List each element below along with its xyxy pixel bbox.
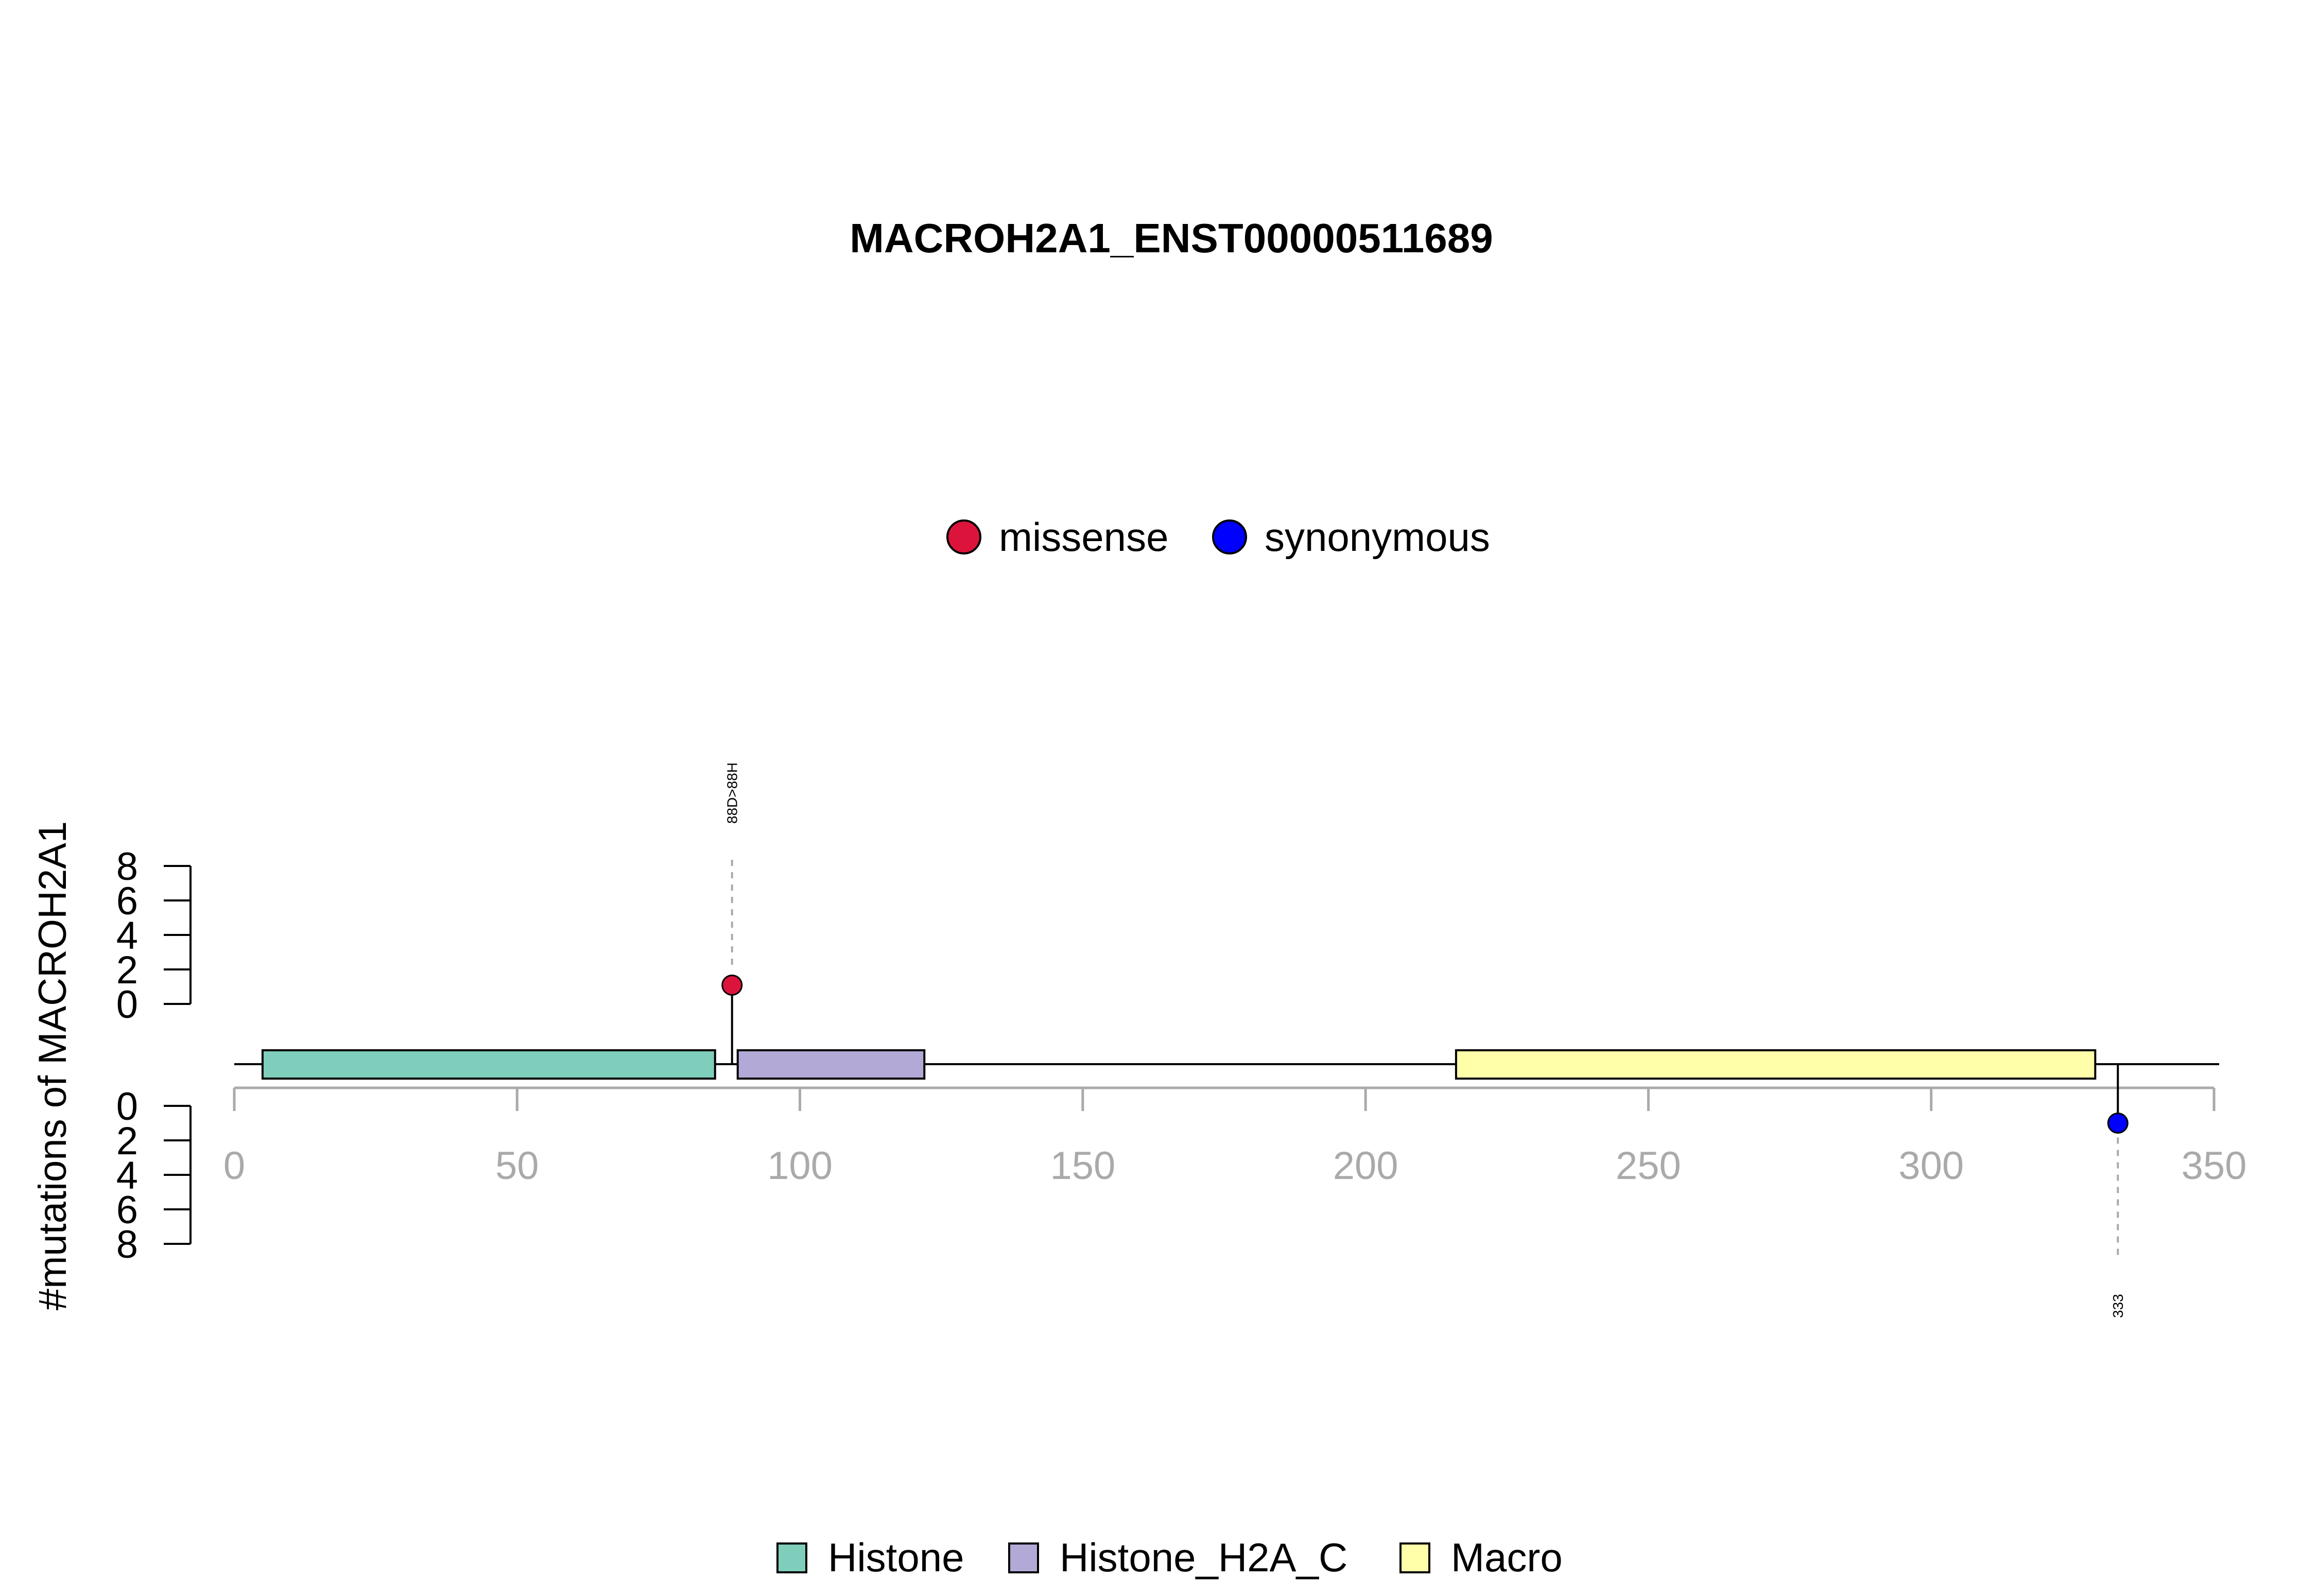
x-tick-label-50: 50 [495, 1144, 539, 1188]
mutation-label-88: 88D>88H [724, 762, 740, 824]
y-tick-label-bottom-2: 2 [116, 1119, 138, 1163]
mutation-point-333 [2107, 1113, 2129, 1134]
y-tick-label-top-6: 6 [116, 879, 138, 923]
y-tick-label-top-0: 0 [116, 983, 138, 1027]
y-tick-label-top-8: 8 [116, 845, 138, 889]
y-tick-label-top-2: 2 [116, 948, 138, 992]
x-tick-label-200: 200 [1333, 1144, 1398, 1188]
mutation-legend: missense synonymous [946, 514, 1490, 560]
mutation-point-88 [721, 975, 743, 996]
protein-domains [261, 1049, 2097, 1080]
domain-Histone_H2A_C [736, 1049, 926, 1080]
x-tick-label-0: 0 [223, 1144, 245, 1188]
domain-Histone [261, 1049, 716, 1080]
legend-label-missense: missense [999, 514, 1168, 560]
x-tick-label-100: 100 [767, 1144, 833, 1188]
legend-marker-missense [946, 519, 981, 554]
y-tick-label-bottom-0: 0 [116, 1085, 138, 1129]
y-axis-label: #mutations of MACROH2A1 [31, 821, 75, 1310]
x-axis: 0 50 100 150 200 250 300 350 [223, 1086, 2247, 1188]
domain-legend: Histone Histone_H2A_C Macro [776, 1535, 1563, 1580]
mutation-lollipops: 88D>88H 333 [721, 762, 2129, 1318]
legend-swatch-Histone [776, 1542, 807, 1573]
x-tick-label-300: 300 [1898, 1144, 1964, 1188]
x-tick-label-350: 350 [2182, 1144, 2247, 1188]
legend-swatch-Macro [1399, 1542, 1430, 1573]
y-tick-label-top-4: 4 [116, 914, 138, 958]
x-tick-label-250: 250 [1616, 1144, 1681, 1188]
y-tick-label-bottom-4: 4 [116, 1154, 138, 1198]
legend-label-Macro: Macro [1451, 1535, 1563, 1580]
y-tick-label-bottom-6: 6 [116, 1188, 138, 1232]
mutation-label-333: 333 [2110, 1294, 2126, 1318]
legend-swatch-Histone_H2A_C [1008, 1542, 1039, 1573]
legend-label-synonymous: synonymous [1265, 514, 1490, 560]
x-tick-label-150: 150 [1050, 1144, 1115, 1188]
domain-Macro [1455, 1049, 2097, 1080]
chart-title: MACROH2A1_ENST00000511689 [850, 215, 1493, 261]
legend-label-Histone_H2A_C: Histone_H2A_C [1060, 1535, 1347, 1580]
legend-marker-synonymous [1212, 519, 1247, 554]
legend-label-Histone: Histone [828, 1535, 964, 1580]
y-tick-label-bottom-8: 8 [116, 1223, 138, 1267]
